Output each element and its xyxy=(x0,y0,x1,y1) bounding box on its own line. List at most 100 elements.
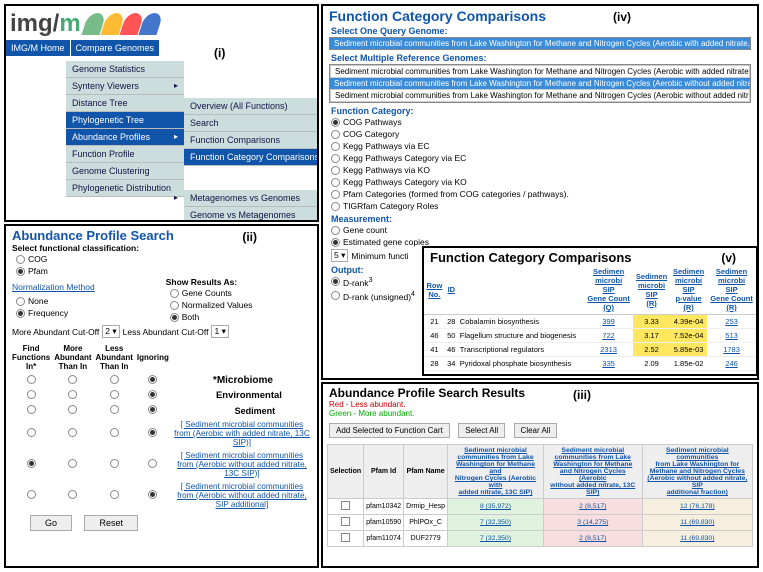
cell-link[interactable]: 253 xyxy=(707,315,756,329)
menu-item[interactable]: Genome vs Metagenomes xyxy=(184,207,319,222)
radio-category[interactable] xyxy=(331,118,340,127)
radio-option[interactable] xyxy=(27,459,36,468)
cell-link[interactable]: 335 xyxy=(584,357,633,371)
sediment-link[interactable]: [ Sediment microbial communities from (A… xyxy=(177,451,307,478)
tab-compare-genomes[interactable]: Compare Genomes xyxy=(71,40,161,56)
radio-option[interactable] xyxy=(27,428,36,437)
cell-link[interactable]: 8 (35,972) xyxy=(448,499,544,515)
radio-option[interactable] xyxy=(27,375,36,384)
select-more-cutoff[interactable]: 2 ▾ xyxy=(102,325,119,338)
col-header[interactable]: SedimenmicrobiSIP(R) xyxy=(633,265,670,315)
radio-both[interactable] xyxy=(170,313,179,322)
col-header[interactable] xyxy=(458,265,584,315)
radio-option[interactable] xyxy=(110,490,119,499)
cell-link[interactable]: 513 xyxy=(707,329,756,343)
col-header[interactable]: RowNo. xyxy=(424,265,445,315)
radio-option[interactable] xyxy=(110,428,119,437)
radio-category[interactable] xyxy=(331,166,340,175)
cell-link[interactable]: 12 (76,178) xyxy=(642,499,752,515)
sample-header[interactable]: Sediment microbialcommunities from LakeW… xyxy=(543,445,642,499)
radio-option[interactable] xyxy=(148,490,157,499)
radio-category[interactable] xyxy=(331,142,340,151)
select-all-button[interactable]: Select All xyxy=(458,423,505,438)
cell-link[interactable]: 7 (32,350) xyxy=(448,515,544,531)
sample-header[interactable]: Sediment microbial communitiesfrom Lake … xyxy=(642,445,752,499)
radio-option[interactable] xyxy=(148,375,157,384)
checkbox[interactable] xyxy=(341,501,350,510)
cell-link[interactable]: 2313 xyxy=(584,343,633,357)
radio-option[interactable] xyxy=(68,390,77,399)
cell-link[interactable]: 2 (8,517) xyxy=(543,531,642,547)
sample-header[interactable]: Sediment microbialcommunities from LakeW… xyxy=(448,445,544,499)
select-less-cutoff[interactable]: 1 ▾ xyxy=(211,325,228,338)
radio-option[interactable] xyxy=(27,405,36,414)
sediment-link[interactable]: [ Sediment microbial communities from (A… xyxy=(174,420,310,447)
menu-item[interactable]: Function Category Comparisons xyxy=(184,149,319,166)
menu-item[interactable]: Metagenomes vs Genomes xyxy=(184,190,319,207)
cell-link[interactable]: 1783 xyxy=(707,343,756,357)
cell-link[interactable]: 246 xyxy=(707,357,756,371)
cell-link[interactable]: 3 (14,275) xyxy=(543,515,642,531)
col-header[interactable]: SedimenmicrobiSIPGene Count(Q) xyxy=(584,265,633,315)
menu-item[interactable]: Genome Statistics xyxy=(66,61,184,78)
cell-link[interactable]: 11 (69,830) xyxy=(642,531,752,547)
sediment-link[interactable]: [ Sediment microbial communities from (A… xyxy=(177,482,307,509)
cell-link[interactable]: 722 xyxy=(584,329,633,343)
radio-gene-counts[interactable] xyxy=(170,289,179,298)
radio-pfam[interactable] xyxy=(16,267,25,276)
radio-output[interactable] xyxy=(331,277,340,286)
radio-measurement[interactable] xyxy=(331,226,340,235)
cell-link[interactable]: 399 xyxy=(584,315,633,329)
reset-button[interactable]: Reset xyxy=(84,515,138,531)
menu-item[interactable]: Distance Tree xyxy=(66,95,184,112)
col-header[interactable]: SedimenmicrobiSIPGene Count(R) xyxy=(707,265,756,315)
radio-frequency[interactable] xyxy=(16,309,25,318)
radio-category[interactable] xyxy=(331,130,340,139)
cell-link[interactable]: 2 (8,517) xyxy=(543,499,642,515)
radio-option[interactable] xyxy=(148,390,157,399)
radio-none[interactable] xyxy=(16,297,25,306)
radio-category[interactable] xyxy=(331,190,340,199)
radio-option[interactable] xyxy=(110,459,119,468)
clear-all-button[interactable]: Clear All xyxy=(514,423,558,438)
radio-category[interactable] xyxy=(331,202,340,211)
link-normalization[interactable]: Normalization Method xyxy=(6,280,101,294)
go-button[interactable]: Go xyxy=(30,515,72,531)
menu-item[interactable]: Synteny Viewers xyxy=(66,78,184,95)
radio-cog[interactable] xyxy=(16,255,25,264)
tab-home[interactable]: IMG/M Home xyxy=(6,40,71,56)
query-genome-option[interactable]: Sediment microbial communities from Lake… xyxy=(330,38,750,49)
menu-item[interactable]: Abundance Profiles xyxy=(66,129,184,146)
radio-option[interactable] xyxy=(148,405,157,414)
radio-option[interactable] xyxy=(110,375,119,384)
reference-genome-option[interactable]: Sediment microbial communities from Lake… xyxy=(330,78,750,89)
col-header[interactable]: SedimenmicrobiSIPp-value(R) xyxy=(670,265,707,315)
cell-link[interactable]: 11 (69,830) xyxy=(642,515,752,531)
col-header[interactable]: ID xyxy=(445,265,458,315)
menu-item[interactable]: Phylogenetic Tree xyxy=(66,112,184,129)
radio-option[interactable] xyxy=(148,459,157,468)
radio-option[interactable] xyxy=(110,390,119,399)
radio-category[interactable] xyxy=(331,178,340,187)
reference-genome-option[interactable]: Sediment microbial communities from Lake… xyxy=(330,89,750,102)
reference-genome-option[interactable]: Sediment microbial communities from Lake… xyxy=(330,65,750,78)
menu-item[interactable]: Genome Clustering xyxy=(66,163,184,180)
radio-option[interactable] xyxy=(68,375,77,384)
radio-option[interactable] xyxy=(27,390,36,399)
radio-option[interactable] xyxy=(110,405,119,414)
radio-option[interactable] xyxy=(27,490,36,499)
menu-item[interactable]: Overview (All Functions) xyxy=(184,98,319,115)
radio-option[interactable] xyxy=(148,428,157,437)
checkbox[interactable] xyxy=(341,517,350,526)
select-reference-genomes[interactable]: Sediment microbial communities from Lake… xyxy=(329,64,751,103)
menu-item[interactable]: Function Comparisons xyxy=(184,132,319,149)
cell-link[interactable]: 7 (32,350) xyxy=(448,531,544,547)
radio-option[interactable] xyxy=(68,428,77,437)
checkbox[interactable] xyxy=(341,533,350,542)
menu-item[interactable]: Phylogenetic Distribution xyxy=(66,180,184,197)
radio-option[interactable] xyxy=(68,459,77,468)
radio-measurement[interactable] xyxy=(331,238,340,247)
radio-category[interactable] xyxy=(331,154,340,163)
menu-item[interactable]: Search xyxy=(184,115,319,132)
radio-option[interactable] xyxy=(68,405,77,414)
